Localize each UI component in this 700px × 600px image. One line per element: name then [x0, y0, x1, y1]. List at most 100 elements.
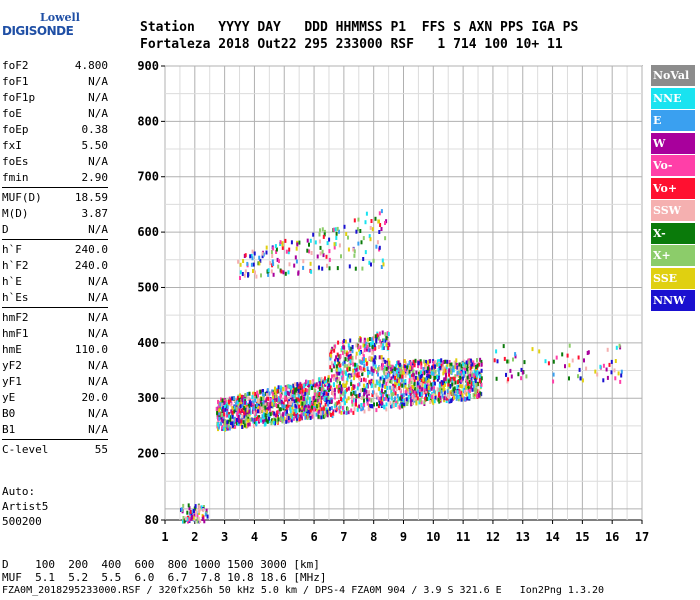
echo-point [337, 340, 340, 345]
echo-point [299, 386, 302, 390]
echo-point [312, 396, 315, 401]
echo-point [288, 262, 291, 267]
echo-point [346, 364, 349, 369]
legend-entry: Vo- [651, 155, 695, 176]
echo-point [383, 370, 386, 375]
echo-point [295, 409, 298, 414]
echo-point [365, 361, 368, 366]
echo-point [229, 417, 232, 422]
echo-point [417, 361, 420, 366]
echo-point [271, 410, 274, 415]
echo-point [220, 421, 222, 426]
echo-point [333, 374, 336, 379]
echo-point [247, 273, 249, 278]
echo-point [311, 410, 314, 415]
echo-point [495, 376, 498, 381]
x-tick-label: 11 [456, 530, 470, 544]
echo-point [443, 388, 446, 393]
echo-point [366, 384, 369, 389]
echo-point [410, 380, 413, 385]
echo-point [344, 357, 347, 362]
echo-point [287, 416, 290, 420]
echo-point [295, 246, 298, 251]
echo-point [441, 393, 444, 398]
echo-point [478, 371, 481, 376]
echo-point [399, 403, 402, 408]
echo-point [320, 387, 323, 392]
echo-point [332, 363, 335, 368]
echo-point [347, 247, 350, 252]
echo-point [363, 339, 366, 344]
echo-point [413, 381, 416, 386]
echo-point [381, 359, 384, 363]
echo-point [355, 343, 358, 348]
echo-point [274, 421, 276, 426]
echo-point [355, 367, 358, 372]
echo-point [291, 415, 294, 420]
echo-point [284, 396, 287, 401]
echo-point [538, 349, 541, 354]
legend-entry: NNW [651, 290, 695, 311]
echo-point [585, 366, 588, 371]
echo-point [317, 403, 320, 408]
echo-point [326, 241, 329, 246]
echo-point [448, 394, 451, 399]
echo-point [404, 382, 407, 387]
echo-point [340, 387, 343, 392]
echo-point [337, 399, 340, 404]
echo-point [433, 364, 436, 369]
echo-point [339, 394, 342, 399]
echo-point [351, 387, 353, 392]
echo-point [217, 399, 219, 404]
echo-point [416, 376, 419, 381]
echo-point [363, 357, 365, 361]
param-value: 20.0 [81, 391, 109, 404]
echo-point [238, 397, 241, 402]
echo-point [297, 397, 300, 402]
echo-point [296, 414, 299, 419]
echo-point [226, 426, 229, 431]
echo-point [221, 398, 224, 403]
echo-point [243, 400, 245, 405]
echo-point [231, 396, 234, 401]
echo-point [439, 365, 442, 370]
echo-point [465, 385, 468, 390]
echo-point [252, 269, 254, 273]
param-value: N/A [88, 375, 108, 388]
echo-point [379, 223, 382, 227]
echo-point [197, 516, 200, 521]
echo-point [505, 372, 507, 377]
echo-point [321, 379, 324, 384]
auto-scaling-info: Auto: Artist5 500200 [2, 484, 48, 529]
echo-point [378, 331, 381, 336]
echo-point [251, 256, 254, 261]
echo-point [368, 337, 371, 341]
echo-point [386, 386, 389, 390]
echo-point [577, 355, 580, 360]
echo-point [432, 364, 435, 369]
echo-point [300, 412, 303, 417]
echo-point [620, 369, 623, 374]
echo-point [225, 413, 228, 418]
echo-point [262, 252, 265, 257]
echo-point [465, 392, 468, 397]
echo-point [240, 394, 243, 399]
echo-point [386, 362, 389, 367]
echo-point [427, 366, 429, 371]
echo-point [369, 341, 372, 346]
echo-point [267, 401, 270, 406]
echo-point [360, 368, 363, 373]
echo-point [467, 385, 470, 390]
echo-point [425, 365, 427, 370]
echo-point [425, 387, 428, 392]
echo-point [188, 506, 191, 511]
echo-point [390, 390, 393, 395]
echo-point [608, 362, 611, 367]
echo-point [437, 370, 440, 375]
echo-point [272, 272, 275, 277]
echo-point [274, 394, 277, 399]
echo-point [372, 362, 375, 367]
echo-point [457, 370, 460, 375]
echo-point [230, 421, 232, 426]
echo-point [380, 341, 383, 346]
